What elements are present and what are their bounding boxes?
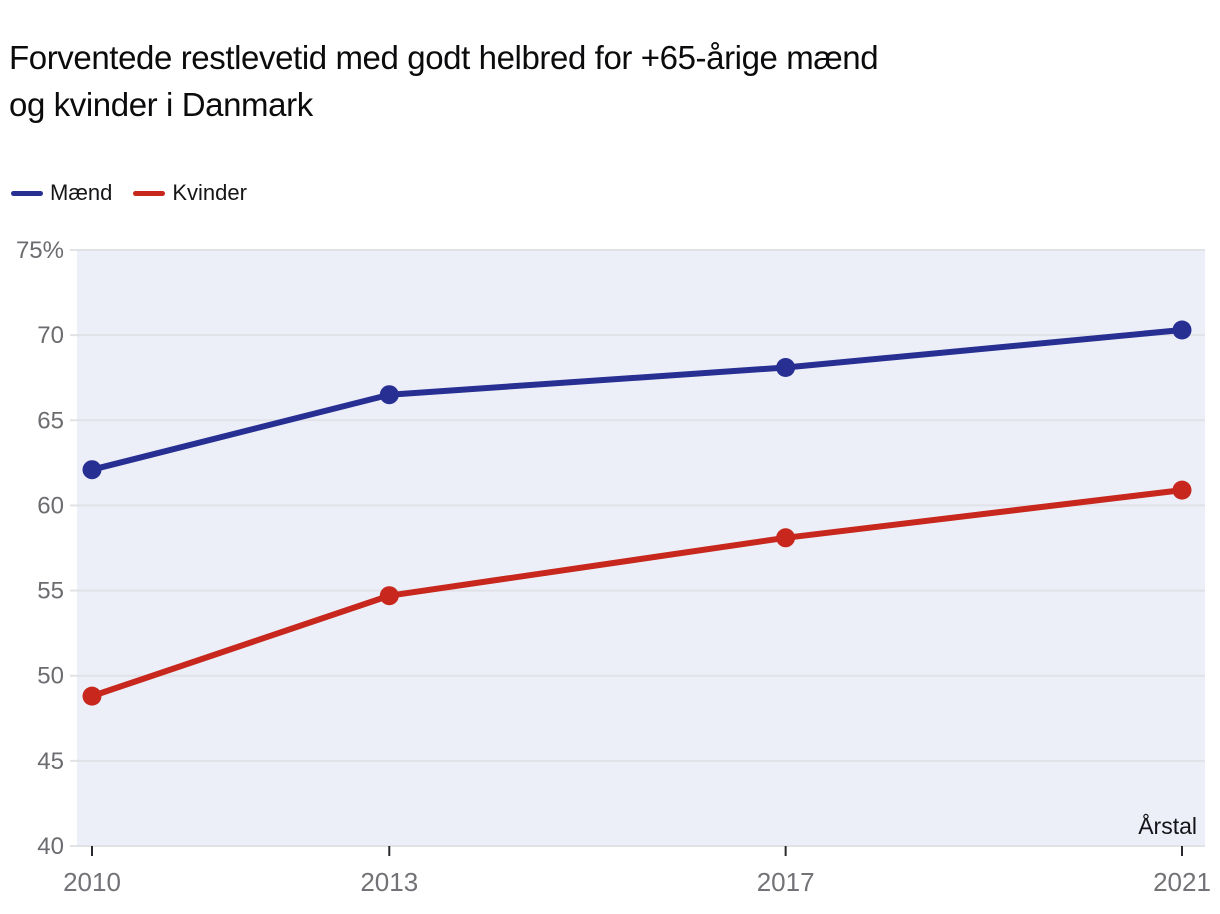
data-point-mænd[interactable] [379, 385, 399, 405]
y-tick-label: 75% [16, 240, 64, 264]
chart-title-line-2: og kvinder i Danmark [9, 86, 313, 124]
data-point-kvinder[interactable] [82, 686, 102, 706]
x-tick-label: 2010 [63, 867, 121, 897]
legend-swatch-kvinder-icon [133, 190, 166, 196]
chart-title-line-1: Forventede restlevetid med godt helbred … [9, 39, 879, 77]
plot-area [77, 250, 1205, 846]
chart-title: Forventede restlevetid med godt helbred … [9, 34, 879, 128]
legend-item-kvinder[interactable]: Kvinder [133, 180, 247, 206]
data-point-kvinder[interactable] [776, 528, 796, 548]
y-tick-label: 40 [37, 833, 64, 860]
y-tick-label: 55 [37, 578, 64, 605]
y-tick-label: 60 [37, 492, 64, 519]
y-tick-label: 65 [37, 407, 64, 434]
data-point-mænd[interactable] [776, 358, 796, 377]
y-tick-label: 70 [37, 322, 64, 349]
data-point-kvinder[interactable] [379, 586, 399, 606]
series-line-kvinder [89, 487, 1185, 700]
series-line-mænd [89, 327, 1185, 473]
data-point-mænd[interactable] [1172, 320, 1192, 340]
x-axis-title: Årstal [1138, 812, 1197, 839]
legend-swatch-maend-icon [11, 190, 43, 196]
data-point-kvinder[interactable] [1172, 480, 1192, 500]
legend-label-kvinder: Kvinder [172, 180, 247, 205]
y-tick-label: 50 [37, 663, 64, 690]
legend-label-maend: Mænd [50, 180, 113, 205]
y-tick-label: 45 [37, 748, 64, 775]
legend: Mænd Kvinder [11, 180, 247, 206]
x-tick-label: 2013 [360, 867, 418, 897]
x-tick-label: 2021 [1153, 867, 1211, 897]
line-chart-canvas: 40 45 50 55 60 65 70 75% 2010 2013 2017 2021 Årstal [16, 240, 1211, 897]
data-point-mænd[interactable] [82, 460, 102, 480]
x-tick-label: 2017 [757, 867, 815, 897]
legend-item-maend[interactable]: Mænd [11, 180, 112, 206]
